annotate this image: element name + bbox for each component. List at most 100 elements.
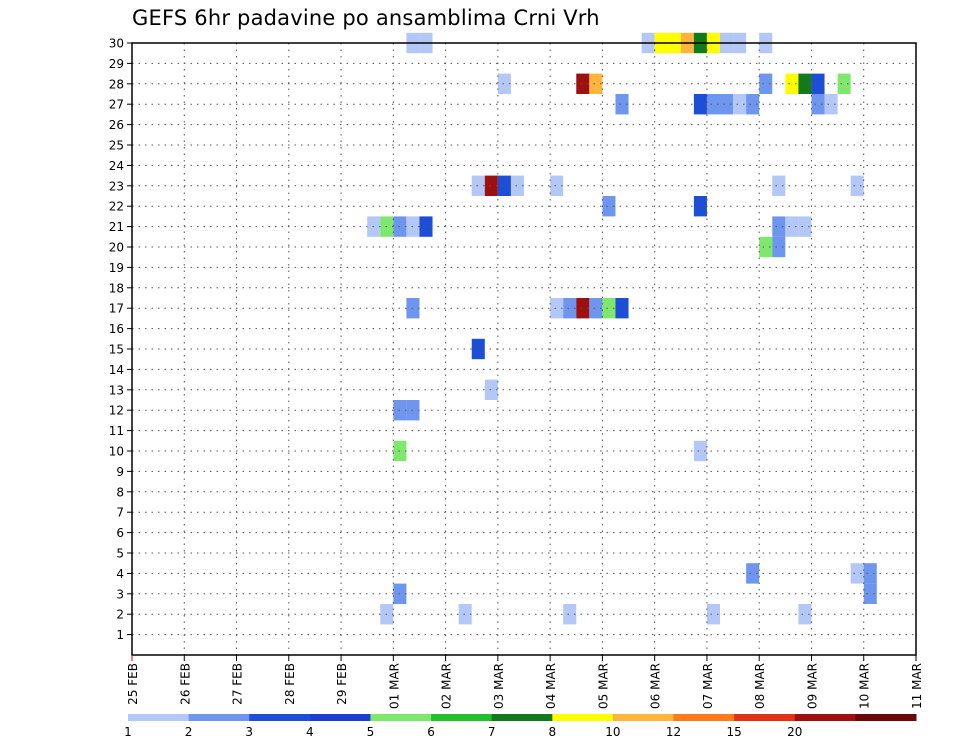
y-tick-label: 30 <box>109 37 124 51</box>
precip-cell <box>589 298 603 319</box>
precip-cell <box>798 216 812 237</box>
x-tick-label: 27 FEB <box>231 663 245 705</box>
x-tick-label: 10 MAR <box>858 663 872 709</box>
colorbar-label: 10 <box>605 725 620 739</box>
colorbar-label: 3 <box>245 725 253 739</box>
y-tick-label: 22 <box>109 200 124 214</box>
y-tick-label: 1 <box>116 628 124 642</box>
x-tick-label: 11 MAR <box>910 663 924 709</box>
y-tick-label: 10 <box>109 445 124 459</box>
precip-cell <box>785 73 799 94</box>
y-tick-label: 14 <box>109 363 124 377</box>
colorbar-label: 5 <box>367 725 375 739</box>
colorbar-label: 8 <box>548 725 556 739</box>
precip-cell <box>772 175 786 196</box>
colorbar-swatch <box>612 714 675 721</box>
precip-cell <box>785 216 799 237</box>
y-axis: 1234567891011121314151617181920212223242… <box>109 37 132 642</box>
y-tick-label: 19 <box>109 261 124 275</box>
colorbar-swatch <box>734 714 796 721</box>
x-tick-label: 09 MAR <box>805 663 819 709</box>
precip-cell <box>706 604 720 625</box>
chart-title: GEFS 6hr padavine po ansamblima Crni Vrh <box>132 6 600 30</box>
precip-cell <box>510 175 524 196</box>
y-tick-label: 29 <box>109 57 124 71</box>
y-tick-label: 2 <box>116 608 124 622</box>
y-tick-label: 9 <box>116 465 124 479</box>
colorbar-swatch <box>188 714 250 721</box>
y-tick-label: 17 <box>109 302 124 316</box>
precip-cell <box>589 73 603 94</box>
precip-cell <box>811 73 825 94</box>
y-tick-label: 16 <box>109 322 124 336</box>
y-tick-label: 21 <box>109 220 124 234</box>
y-tick-label: 4 <box>116 567 124 581</box>
precip-cell <box>850 175 864 196</box>
y-tick-label: 5 <box>116 547 124 561</box>
precip-cell <box>615 94 629 115</box>
precip-cell <box>746 94 760 115</box>
x-tick-label: 25 FEB <box>126 663 140 705</box>
precip-cell <box>484 379 498 400</box>
y-tick-label: 15 <box>109 343 124 357</box>
y-tick-label: 18 <box>109 281 124 295</box>
colorbar-swatch <box>128 714 190 721</box>
precip-cell <box>484 175 498 196</box>
precip-cell <box>811 94 825 115</box>
x-axis: 25 FEB 26 FEB 27 FEB 28 FEB 29 FEB 01 MAR 02 M… <box>126 655 924 709</box>
x-tick-label: 02 MAR <box>440 663 454 709</box>
precip-cell <box>563 298 577 319</box>
x-tick-label: 05 MAR <box>596 663 610 709</box>
y-tick-label: 12 <box>109 404 124 418</box>
precip-cell <box>798 604 812 625</box>
y-tick-label: 28 <box>109 77 124 91</box>
precip-cell <box>497 175 511 196</box>
colorbar-swatch <box>673 714 735 721</box>
x-tick-label: 04 MAR <box>544 663 558 709</box>
cells-layer <box>367 32 877 625</box>
colorbar-label: 1 <box>124 725 132 739</box>
y-tick-label: 27 <box>109 98 124 112</box>
colorbar-swatch <box>491 714 553 721</box>
precip-cell <box>772 216 786 237</box>
colorbar-label: 7 <box>488 725 496 739</box>
precip-cell <box>471 175 485 196</box>
colorbar: 1 2 3 4 5 6 7 8 10 12 15 20 <box>124 714 917 739</box>
y-tick-label: 24 <box>109 159 124 173</box>
precip-cell <box>471 338 485 360</box>
y-tick-label: 11 <box>109 424 124 438</box>
colorbar-swatch <box>431 714 493 721</box>
precip-cell <box>733 94 747 115</box>
precip-cell <box>850 563 864 584</box>
x-tick-label: 08 MAR <box>753 663 767 709</box>
precip-cell <box>419 216 433 237</box>
colorbar-swatch <box>249 714 311 721</box>
colorbar-label: 6 <box>427 725 435 739</box>
x-tick-label: 03 MAR <box>492 663 506 709</box>
colorbar-label: 4 <box>306 725 314 739</box>
colorbar-swatch <box>370 714 432 721</box>
y-tick-label: 26 <box>109 118 124 132</box>
precip-cell <box>550 175 564 196</box>
precip-cell <box>693 196 707 217</box>
precip-cell <box>863 563 877 584</box>
precip-cell <box>772 236 786 258</box>
colorbar-label: 12 <box>666 725 681 739</box>
precip-cell <box>759 73 773 94</box>
colorbar-swatch <box>794 714 856 721</box>
precip-cell <box>706 94 720 115</box>
precip-cell <box>720 94 734 115</box>
precip-cell <box>550 298 564 319</box>
x-tick-label: 26 FEB <box>178 663 192 705</box>
precip-cell <box>824 94 838 115</box>
y-tick-label: 7 <box>116 506 124 520</box>
grid-layer <box>132 42 916 655</box>
colorbar-label: 20 <box>787 725 802 739</box>
x-tick-label: 06 MAR <box>649 663 663 709</box>
x-tick-label: 29 FEB <box>335 663 349 705</box>
colorbar-label: 2 <box>185 725 193 739</box>
y-tick-label: 25 <box>109 139 124 153</box>
precip-cell <box>576 298 590 319</box>
x-tick-label: 01 MAR <box>387 663 401 709</box>
precip-cell <box>602 298 616 319</box>
